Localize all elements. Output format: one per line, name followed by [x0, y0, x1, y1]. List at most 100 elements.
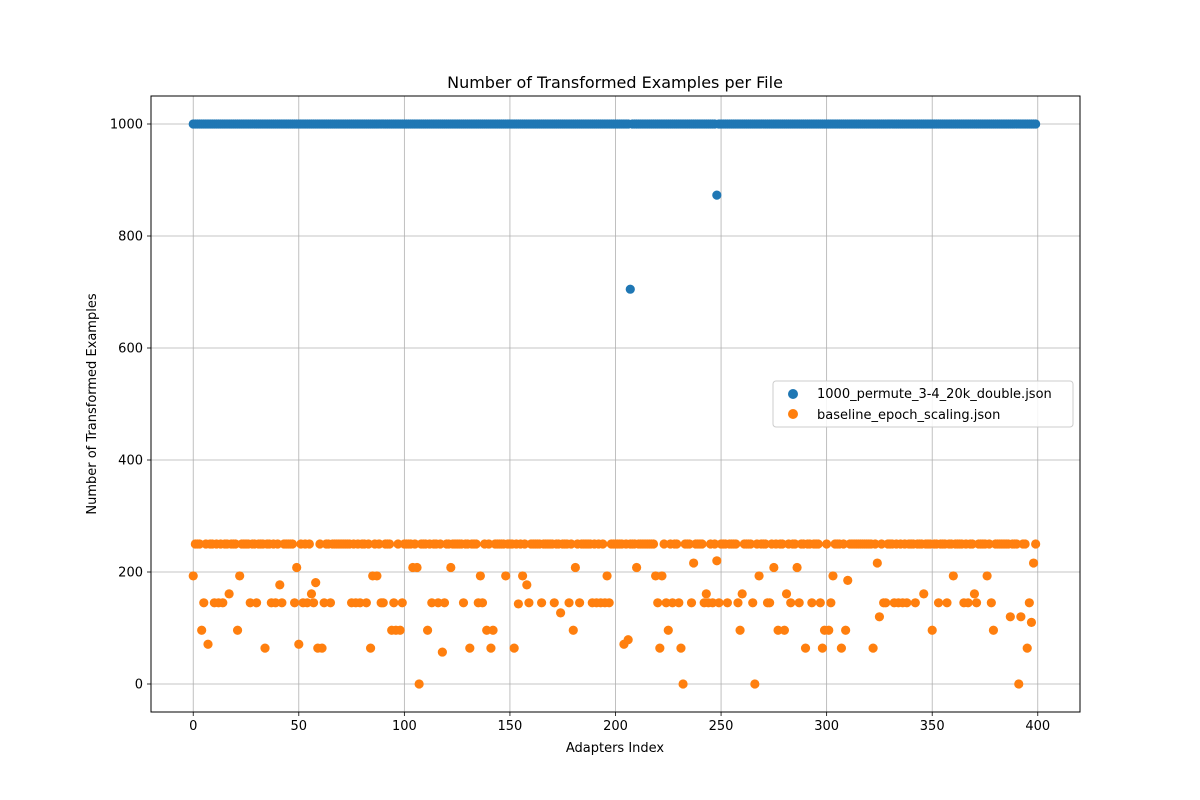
- data-point: [292, 562, 302, 573]
- series-1-points: [188, 539, 1041, 689]
- data-point: [927, 625, 937, 635]
- data-point: [397, 598, 407, 608]
- x-tick-label: 400: [1025, 719, 1050, 734]
- data-point: [570, 562, 580, 573]
- data-point: [969, 589, 980, 599]
- data-point: [648, 539, 659, 549]
- data-point: [378, 598, 388, 608]
- data-point: [817, 643, 828, 653]
- data-point: [537, 598, 547, 608]
- data-point: [365, 643, 376, 653]
- data-point: [769, 562, 779, 573]
- data-point: [361, 598, 371, 608]
- data-point: [458, 598, 469, 608]
- data-point: [754, 571, 764, 581]
- data-point: [967, 539, 977, 549]
- data-point: [1028, 558, 1039, 568]
- data-point: [520, 539, 530, 549]
- data-point: [792, 562, 802, 573]
- legend-label-series-1: baseline_epoch_scaling.json: [817, 408, 1000, 423]
- data-point: [568, 625, 578, 635]
- data-point: [1031, 119, 1041, 129]
- data-point: [684, 539, 694, 549]
- data-point: [465, 643, 475, 653]
- data-point: [686, 598, 697, 608]
- data-point: [1016, 612, 1026, 622]
- data-point: [919, 589, 929, 599]
- data-point: [712, 556, 722, 566]
- data-point: [575, 598, 585, 608]
- data-point: [735, 625, 745, 635]
- data-point: [319, 598, 329, 608]
- data-point: [1026, 617, 1037, 628]
- data-point: [218, 598, 228, 608]
- data-point: [477, 598, 488, 608]
- y-tick-label: 800: [118, 230, 143, 245]
- data-point: [315, 539, 325, 549]
- data-point: [224, 589, 234, 599]
- data-point: [731, 539, 741, 549]
- data-points: [188, 119, 1041, 689]
- data-point: [632, 562, 642, 573]
- data-point: [427, 598, 437, 608]
- data-point: [843, 575, 853, 586]
- data-point: [986, 598, 996, 608]
- data-point: [395, 625, 405, 635]
- data-point: [824, 625, 834, 635]
- data-point: [1012, 539, 1022, 549]
- data-point: [475, 571, 485, 581]
- data-point: [556, 608, 566, 618]
- data-point: [689, 558, 699, 568]
- data-point: [306, 589, 317, 599]
- data-point: [524, 598, 534, 608]
- data-point: [194, 539, 205, 549]
- data-point: [765, 598, 775, 608]
- data-point: [697, 539, 707, 549]
- data-point: [203, 639, 213, 649]
- data-point: [868, 643, 878, 653]
- data-point: [800, 643, 811, 653]
- data-point: [881, 598, 891, 608]
- data-point: [325, 598, 336, 608]
- data-point: [484, 539, 494, 549]
- data-point: [657, 571, 667, 581]
- data-point: [674, 598, 684, 608]
- data-point: [988, 625, 999, 635]
- data-point: [1024, 598, 1034, 608]
- data-point: [235, 571, 245, 581]
- series-0-points: [188, 119, 1041, 294]
- data-point: [287, 539, 298, 549]
- data-point: [372, 571, 382, 581]
- data-point: [435, 539, 445, 549]
- data-point: [790, 539, 800, 549]
- data-point: [828, 571, 838, 581]
- data-point: [625, 284, 635, 294]
- data-point: [304, 539, 314, 549]
- data-point: [289, 598, 300, 608]
- data-point: [874, 612, 885, 622]
- data-point: [813, 539, 823, 549]
- data-point: [701, 589, 711, 599]
- data-point: [933, 598, 944, 608]
- data-point: [311, 578, 321, 588]
- data-point: [308, 598, 319, 608]
- data-point: [872, 558, 882, 568]
- data-point: [714, 598, 724, 608]
- data-point: [710, 539, 720, 549]
- data-point: [522, 580, 532, 590]
- data-point: [750, 679, 760, 689]
- data-point: [748, 598, 758, 608]
- data-point: [410, 539, 420, 549]
- data-point: [471, 539, 481, 549]
- data-point: [672, 539, 682, 549]
- data-point: [708, 598, 718, 608]
- data-point: [232, 625, 243, 635]
- x-tick-label: 50: [291, 719, 308, 734]
- data-point: [277, 598, 287, 608]
- data-point: [836, 643, 847, 653]
- data-point: [794, 598, 804, 608]
- data-point: [971, 598, 982, 608]
- data-point: [251, 598, 262, 608]
- data-point: [676, 643, 686, 653]
- data-point: [1020, 539, 1030, 549]
